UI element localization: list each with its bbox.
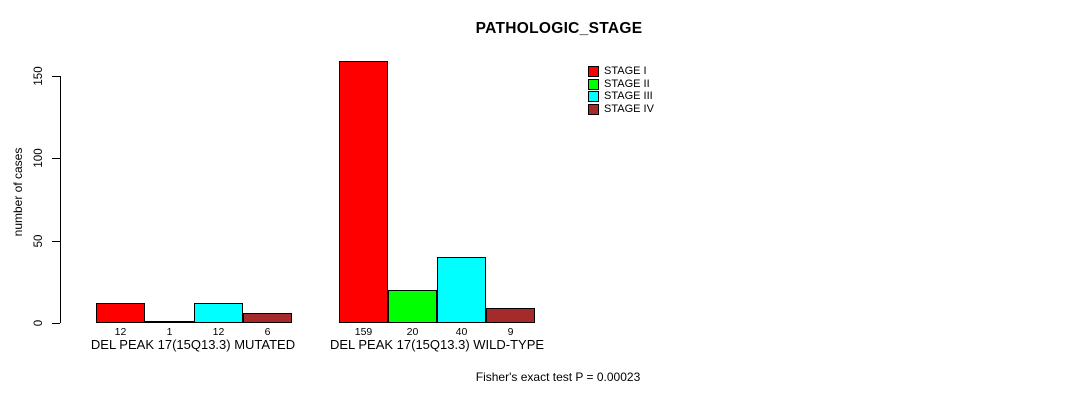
x-category-label-wild-type: DEL PEAK 17(15Q13.3) WILD-TYPE (329, 337, 545, 352)
x-category-label-mutated: DEL PEAK 17(15Q13.3) MUTATED (90, 337, 296, 352)
bar-stage-i-group0 (96, 303, 145, 323)
y-axis-tick-label: 150 (32, 65, 45, 86)
y-axis-tick-label: 50 (32, 234, 45, 247)
bar-value-label: 159 (354, 326, 373, 338)
bar-stage-ii-group1 (388, 290, 437, 323)
bar-stage-i-group1 (339, 61, 388, 323)
legend-label-stage-i: STAGE I (604, 65, 647, 77)
bar-value-label: 6 (264, 326, 271, 338)
bar-stage-iv-group1 (486, 308, 535, 323)
y-axis-tick (52, 158, 60, 159)
y-axis-line (60, 75, 61, 323)
bar-value-label: 40 (455, 326, 468, 338)
bar-stage-iii-group1 (437, 257, 486, 323)
y-axis-tick (52, 75, 60, 77)
legend-label-stage-iii: STAGE III (604, 90, 653, 103)
bar-value-label: 12 (114, 326, 127, 338)
y-axis-tick-label: 0 (32, 319, 45, 327)
fisher-test-annotation: Fisher's exact test P = 0.00023 (475, 370, 641, 384)
legend-swatch-stage-i-icon (588, 66, 599, 77)
y-axis-label: number of cases (11, 147, 25, 237)
legend-label-stage-ii: STAGE II (604, 77, 650, 90)
bar-stage-iv-group0 (243, 313, 292, 323)
bar-stage-ii-group0 (145, 321, 194, 323)
legend-swatch-stage-ii-icon (588, 78, 599, 90)
y-axis-tick (52, 323, 60, 324)
bar-stage-iii-group0 (194, 303, 243, 323)
legend-swatch-stage-iv-icon (588, 104, 599, 116)
bar-value-label: 12 (212, 326, 225, 338)
y-axis-tick (52, 240, 60, 242)
bar-value-label: 20 (406, 326, 419, 338)
chart-title: PATHOLOGIC_STAGE (475, 20, 643, 37)
y-axis-tick-label: 100 (32, 148, 45, 168)
bar-value-label: 1 (166, 326, 173, 338)
legend-swatch-stage-iii-icon (588, 91, 599, 103)
bar-value-label: 9 (507, 326, 514, 338)
legend-label-stage-iv: STAGE IV (604, 103, 654, 116)
